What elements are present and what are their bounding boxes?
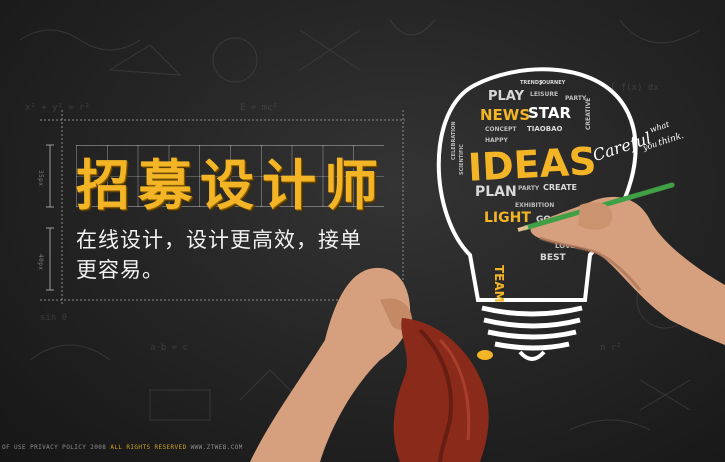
svg-text:sin θ: sin θ — [40, 313, 67, 323]
word-creative: CREATIVE — [585, 98, 592, 130]
svg-text:a·b = c: a·b = c — [150, 343, 188, 353]
word-best: BEST — [540, 253, 566, 263]
careful-slogan: Careful what you think. — [590, 120, 685, 166]
red-cloth — [393, 318, 489, 462]
careful-what: what — [649, 120, 672, 135]
word-create: CREATE — [543, 183, 577, 192]
svg-text:π r²: π r² — [600, 343, 622, 353]
svg-text:∫ f(x) dx: ∫ f(x) dx — [610, 82, 659, 93]
word-leisure: LEISURE — [530, 91, 558, 98]
footer-copyright: OF USE PRIVACY POLICY 2008 ALL RIGHTS RE… — [2, 444, 422, 451]
footer-left-text: OF USE PRIVACY POLICY 2008 — [2, 444, 107, 451]
footer-site-text: WWW.ZTWEB.COM — [190, 444, 243, 451]
right-fingers — [578, 202, 613, 230]
word-exhibition: EXHIBITION — [515, 202, 554, 209]
headline-block: 招募设计师 — [76, 145, 384, 217]
word-main-ideas: IDEAS — [467, 139, 598, 190]
word-trends: TRENDS — [520, 80, 543, 86]
right-hand-shadow — [539, 236, 642, 291]
svg-text:x² + y² = r²: x² + y² = r² — [25, 103, 90, 113]
word-light: LIGHT — [484, 210, 531, 226]
red-cloth-highlight — [438, 338, 471, 441]
word-tiaobao: TIAOBAO — [527, 125, 563, 133]
word-scientific: SCIENTIFIC — [459, 144, 465, 175]
word-concept: CONCEPT — [485, 126, 517, 133]
headline-grid — [76, 145, 384, 207]
word-celebration: CELEBRATION — [451, 121, 457, 160]
word-team: TEAM — [492, 265, 506, 303]
subtitle: 在线设计，设计更高效，接单 更容易。 — [76, 225, 396, 285]
svg-text:E = mc²: E = mc² — [240, 103, 278, 113]
left-arm — [250, 267, 411, 462]
subtitle-line-1: 在线设计，设计更高效，接单 — [76, 228, 362, 252]
word-star: STAR — [528, 104, 571, 122]
word-party-2: PARTY — [518, 185, 540, 192]
headline: 招募设计师 — [76, 154, 386, 217]
word-party: PARTY — [565, 95, 587, 102]
pencil-tip — [517, 225, 529, 232]
bulb-base — [481, 305, 583, 351]
bulb-tip — [518, 350, 546, 361]
bulb-word-cloud: TRENDS JOURNEY PLAY LEISURE PARTY NEWS S… — [451, 80, 597, 303]
word-journey: JOURNEY — [539, 80, 566, 86]
subtitle-line-2: 更容易。 — [76, 258, 164, 282]
red-cloth-fold — [418, 328, 453, 462]
word-plan: PLAN — [475, 184, 517, 200]
right-arm — [530, 196, 725, 345]
word-play: PLAY — [488, 89, 525, 104]
footer-rights-text: ALL RIGHTS RESERVED — [110, 444, 187, 451]
word-news: NEWS — [480, 106, 530, 124]
bulb-glow — [477, 350, 493, 360]
careful-think: think. — [657, 131, 685, 149]
word-happy: HAPPY — [485, 137, 508, 144]
